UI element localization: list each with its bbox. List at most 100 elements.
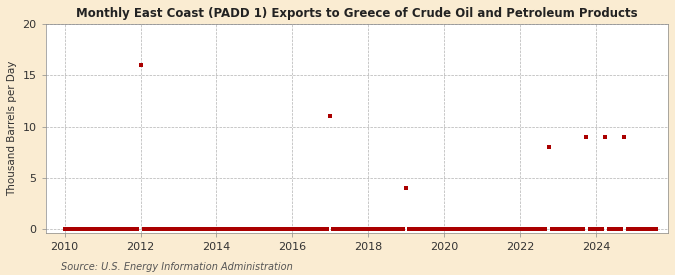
Point: [499, 227, 510, 232]
Point: [356, 227, 367, 232]
Point: [435, 227, 446, 232]
Point: [388, 227, 399, 232]
Point: [173, 227, 184, 232]
Text: Source: U.S. Energy Information Administration: Source: U.S. Energy Information Administ…: [61, 262, 292, 272]
Point: [537, 227, 547, 232]
Point: [591, 227, 601, 232]
Point: [524, 227, 535, 232]
Point: [126, 227, 136, 232]
Point: [416, 227, 427, 232]
Point: [290, 227, 301, 232]
Point: [249, 227, 260, 232]
Point: [369, 227, 380, 232]
Point: [477, 227, 487, 232]
Point: [632, 227, 643, 232]
Point: [480, 227, 491, 232]
Point: [534, 227, 545, 232]
Point: [344, 227, 354, 232]
Point: [293, 227, 304, 232]
Point: [562, 227, 573, 232]
Point: [192, 227, 203, 232]
Point: [284, 227, 294, 232]
Point: [163, 227, 174, 232]
Point: [59, 227, 70, 232]
Point: [69, 227, 80, 232]
Point: [129, 227, 140, 232]
Point: [543, 145, 554, 149]
Point: [75, 227, 86, 232]
Point: [144, 227, 155, 232]
Point: [262, 227, 273, 232]
Point: [334, 227, 345, 232]
Point: [138, 227, 149, 232]
Point: [230, 227, 241, 232]
Point: [214, 227, 225, 232]
Point: [366, 227, 377, 232]
Point: [363, 227, 374, 232]
Point: [94, 227, 105, 232]
Point: [439, 227, 450, 232]
Point: [211, 227, 222, 232]
Point: [572, 227, 583, 232]
Point: [464, 227, 475, 232]
Point: [452, 227, 462, 232]
Point: [641, 227, 652, 232]
Point: [240, 227, 250, 232]
Point: [392, 227, 402, 232]
Point: [88, 227, 99, 232]
Title: Monthly East Coast (PADD 1) Exports to Greece of Crude Oil and Petroleum Product: Monthly East Coast (PADD 1) Exports to G…: [76, 7, 638, 20]
Point: [410, 227, 421, 232]
Point: [186, 227, 196, 232]
Point: [445, 227, 456, 232]
Point: [613, 227, 624, 232]
Point: [198, 227, 209, 232]
Point: [442, 227, 453, 232]
Point: [454, 227, 465, 232]
Point: [151, 227, 162, 232]
Point: [385, 227, 396, 232]
Point: [322, 227, 333, 232]
Point: [414, 227, 425, 232]
Point: [568, 227, 579, 232]
Point: [161, 227, 171, 232]
Point: [78, 227, 89, 232]
Point: [182, 227, 193, 232]
Point: [394, 227, 405, 232]
Point: [135, 63, 146, 67]
Point: [603, 227, 614, 232]
Point: [458, 227, 468, 232]
Point: [505, 227, 516, 232]
Point: [556, 227, 566, 232]
Point: [268, 227, 279, 232]
Point: [585, 227, 595, 232]
Point: [518, 227, 529, 232]
Point: [553, 227, 564, 232]
Point: [107, 227, 117, 232]
Point: [373, 227, 383, 232]
Point: [176, 227, 187, 232]
Point: [142, 227, 153, 232]
Point: [634, 227, 645, 232]
Point: [328, 227, 339, 232]
Point: [502, 227, 513, 232]
Point: [306, 227, 317, 232]
Point: [233, 227, 244, 232]
Point: [303, 227, 314, 232]
Point: [574, 227, 585, 232]
Point: [208, 227, 219, 232]
Point: [223, 227, 234, 232]
Point: [647, 227, 658, 232]
Point: [483, 227, 494, 232]
Point: [338, 227, 348, 232]
Point: [622, 227, 633, 232]
Point: [205, 227, 215, 232]
Point: [82, 227, 92, 232]
Point: [514, 227, 525, 232]
Point: [287, 227, 298, 232]
Point: [423, 227, 434, 232]
Point: [313, 227, 323, 232]
Point: [512, 227, 522, 232]
Point: [426, 227, 437, 232]
Point: [319, 227, 329, 232]
Point: [217, 227, 228, 232]
